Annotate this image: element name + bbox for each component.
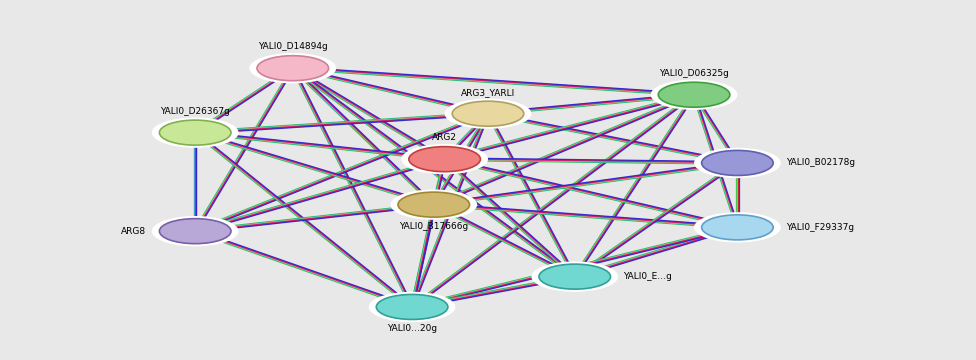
Circle shape [445, 99, 531, 129]
Circle shape [369, 292, 456, 322]
Circle shape [702, 215, 773, 240]
Text: YALI0_B02178g: YALI0_B02178g [787, 158, 855, 167]
Circle shape [702, 150, 773, 175]
Circle shape [250, 53, 336, 84]
Circle shape [694, 212, 781, 243]
Text: YALI0_D06325g: YALI0_D06325g [659, 69, 729, 78]
Circle shape [152, 216, 238, 246]
Text: ARG3_YARLI: ARG3_YARLI [461, 87, 515, 96]
Circle shape [409, 147, 480, 172]
Text: ARG2: ARG2 [432, 133, 457, 142]
Circle shape [452, 101, 524, 126]
Circle shape [390, 189, 477, 220]
Circle shape [658, 82, 730, 107]
Text: YALI0_F29337g: YALI0_F29337g [787, 223, 854, 232]
Circle shape [152, 117, 238, 148]
Circle shape [159, 120, 231, 145]
Circle shape [694, 148, 781, 178]
Circle shape [159, 219, 231, 244]
Text: ARG8: ARG8 [121, 227, 146, 236]
Circle shape [401, 144, 488, 174]
Circle shape [531, 261, 618, 292]
Text: YALI0_E…g: YALI0_E…g [624, 272, 672, 281]
Text: YALI0_D26367g: YALI0_D26367g [160, 107, 230, 116]
Circle shape [539, 264, 611, 289]
Text: YALI0_B17666g: YALI0_B17666g [399, 222, 468, 231]
Circle shape [257, 56, 329, 81]
Circle shape [398, 192, 469, 217]
Circle shape [377, 294, 448, 319]
Circle shape [651, 80, 738, 110]
Text: YALI0_D14894g: YALI0_D14894g [258, 42, 328, 51]
Text: YALI0…20g: YALI0…20g [387, 324, 437, 333]
